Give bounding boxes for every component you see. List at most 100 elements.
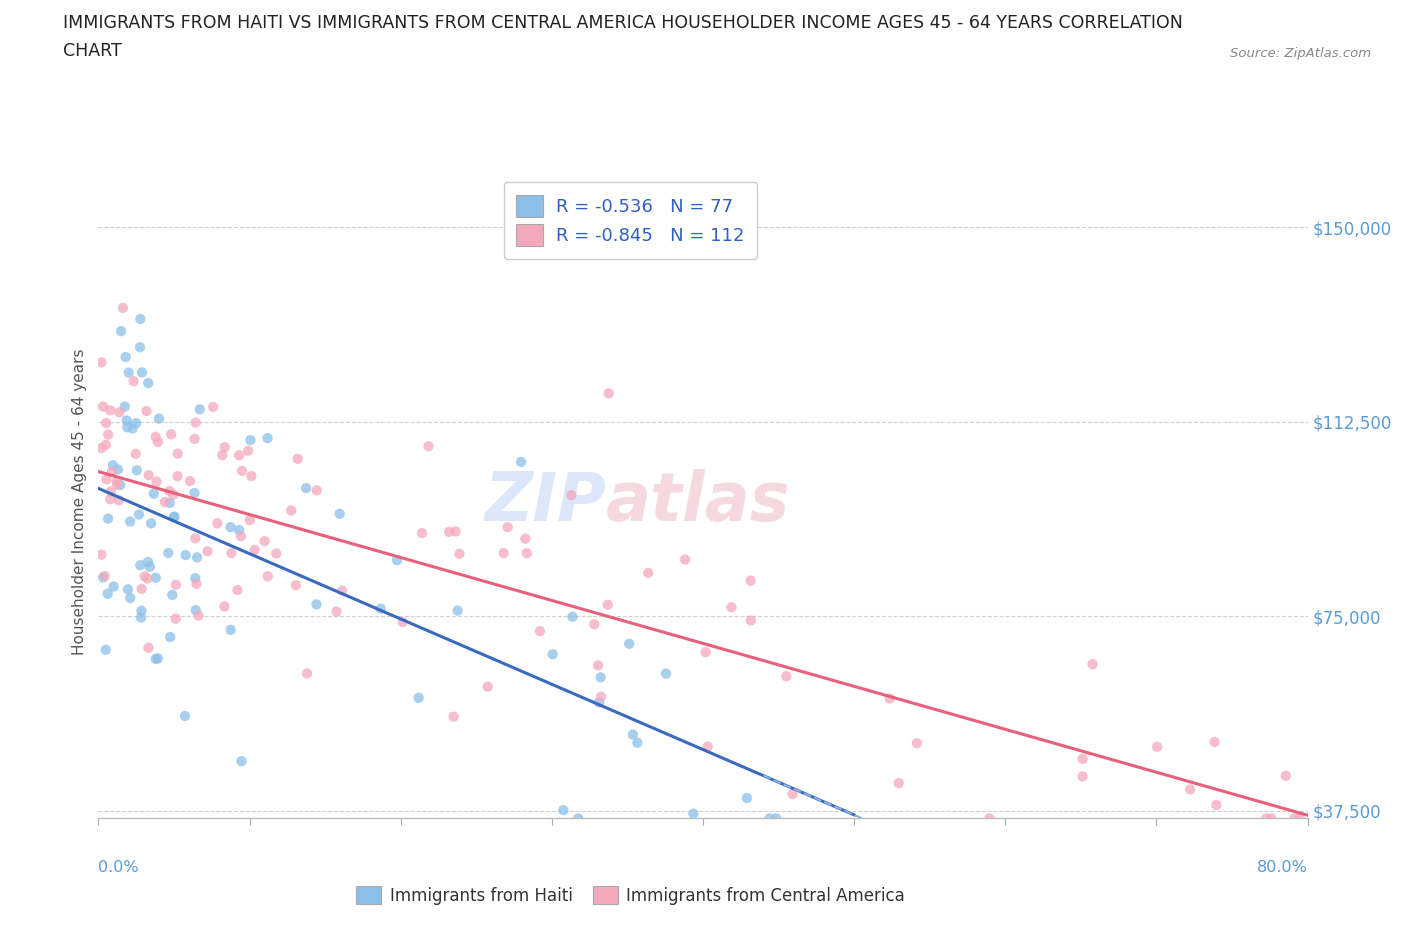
Point — [97, 586, 120, 601]
Point — [295, 481, 318, 496]
Point — [184, 415, 207, 430]
Point — [165, 611, 187, 626]
Point — [626, 736, 648, 751]
Point — [131, 581, 153, 596]
Point — [179, 473, 201, 488]
Point — [782, 787, 804, 802]
Point — [108, 493, 131, 508]
Point — [740, 573, 762, 588]
Point — [146, 651, 169, 666]
Point — [1256, 811, 1278, 826]
Point — [139, 559, 162, 574]
Point — [239, 432, 262, 447]
Point — [90, 547, 112, 562]
Point — [735, 790, 758, 805]
Point — [160, 427, 183, 442]
Point — [765, 811, 787, 826]
Point — [105, 474, 128, 489]
Point — [131, 604, 153, 618]
Point — [541, 647, 564, 662]
Point — [145, 474, 167, 489]
Point — [117, 419, 139, 434]
Point — [101, 458, 124, 472]
Point — [720, 600, 742, 615]
Point — [157, 484, 180, 498]
Point — [101, 464, 124, 479]
Point — [105, 477, 128, 492]
Text: atlas: atlas — [606, 470, 790, 535]
Point — [163, 510, 186, 525]
Point — [758, 811, 780, 826]
Point — [111, 300, 134, 315]
Point — [449, 546, 471, 561]
Point — [134, 569, 156, 584]
Point — [136, 571, 159, 586]
Point — [183, 485, 205, 500]
Point — [696, 739, 718, 754]
Point — [184, 571, 207, 586]
Point — [637, 565, 659, 580]
Point — [121, 421, 143, 436]
Point — [98, 492, 121, 507]
Point — [159, 630, 181, 644]
Point — [411, 525, 433, 540]
Point — [496, 520, 519, 535]
Point — [135, 404, 157, 418]
Point — [108, 405, 131, 419]
Point — [122, 374, 145, 389]
Point — [166, 446, 188, 461]
Point — [370, 602, 392, 617]
Point — [97, 427, 120, 442]
Point — [163, 510, 186, 525]
Point — [673, 552, 696, 567]
Point — [125, 463, 148, 478]
Point — [103, 579, 125, 594]
Point — [444, 524, 467, 538]
Point — [596, 597, 619, 612]
Y-axis label: Householder Income Ages 45 - 64 years: Householder Income Ages 45 - 64 years — [72, 349, 87, 656]
Point — [120, 591, 142, 605]
Point — [443, 710, 465, 724]
Point — [305, 483, 328, 498]
Point — [207, 516, 229, 531]
Point — [138, 468, 160, 483]
Point — [305, 597, 328, 612]
Point — [239, 512, 262, 527]
Point — [120, 514, 142, 529]
Point — [197, 544, 219, 559]
Point — [682, 806, 704, 821]
Point — [136, 376, 159, 391]
Point — [138, 641, 160, 656]
Point — [1284, 811, 1306, 826]
Point — [226, 582, 249, 597]
Text: IMMIGRANTS FROM HAITI VS IMMIGRANTS FROM CENTRAL AMERICA HOUSEHOLDER INCOME AGES: IMMIGRANTS FROM HAITI VS IMMIGRANTS FROM… — [63, 14, 1182, 32]
Point — [110, 324, 132, 339]
Point — [136, 554, 159, 569]
Point — [93, 568, 115, 583]
Point — [114, 350, 136, 365]
Text: CHART: CHART — [63, 42, 122, 60]
Point — [775, 669, 797, 684]
Point — [145, 570, 167, 585]
Text: ZIP: ZIP — [485, 470, 606, 535]
Point — [96, 472, 118, 486]
Point — [391, 615, 413, 630]
Point — [695, 644, 717, 659]
Point — [1288, 811, 1310, 826]
Point — [148, 411, 170, 426]
Point — [979, 811, 1001, 826]
Point — [330, 583, 353, 598]
Point — [91, 570, 114, 585]
Point — [243, 542, 266, 557]
Point — [477, 679, 499, 694]
Point — [115, 413, 138, 428]
Point — [418, 439, 440, 454]
Point — [108, 478, 131, 493]
Text: 0.0%: 0.0% — [98, 860, 139, 875]
Point — [284, 578, 307, 592]
Point — [100, 484, 122, 498]
Point — [408, 690, 430, 705]
Point — [492, 546, 515, 561]
Point — [125, 446, 148, 461]
Point — [588, 695, 610, 710]
